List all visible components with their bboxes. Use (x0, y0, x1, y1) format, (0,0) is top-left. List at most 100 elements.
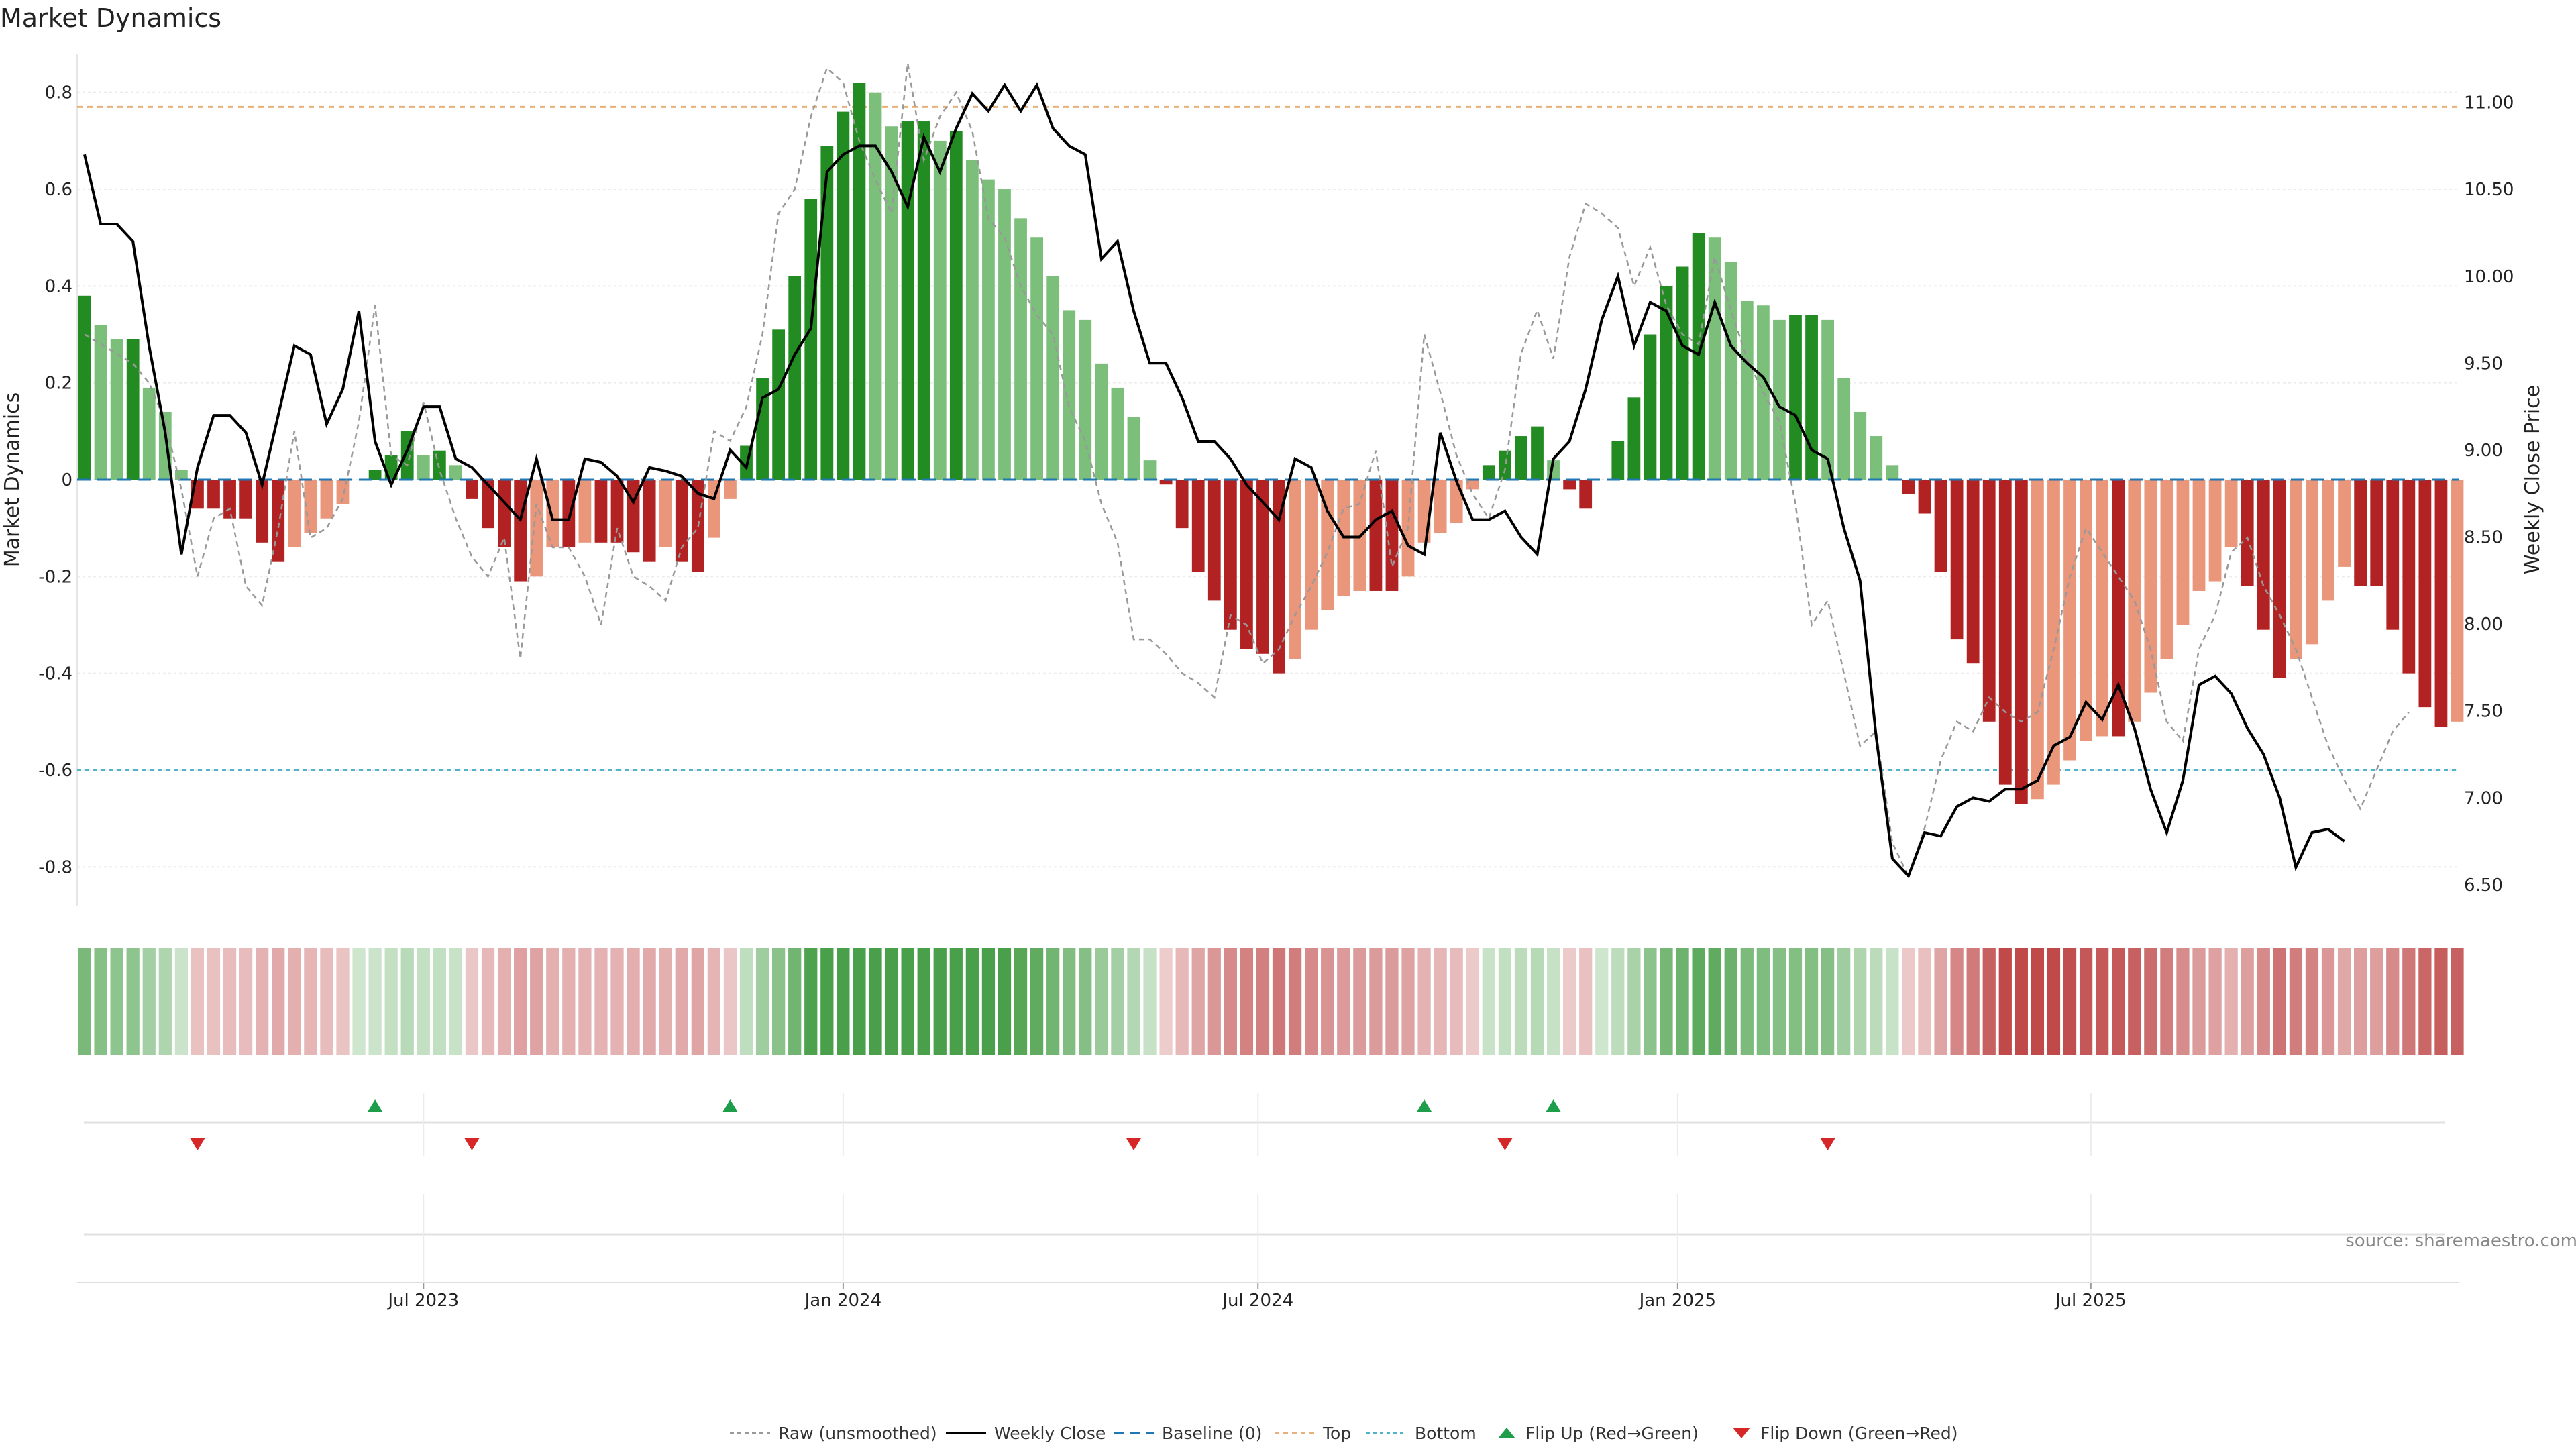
market-dynamics-bar (1450, 480, 1463, 523)
heat-cell (158, 948, 172, 1055)
market-dynamics-bar (368, 470, 382, 480)
market-dynamics-bar (1321, 480, 1334, 610)
heat-cell (1288, 948, 1302, 1055)
market-dynamics-bar (643, 480, 656, 562)
market-dynamics-bar (2047, 480, 2060, 785)
heat-cell (2321, 948, 2335, 1055)
source-label: source: sharemaestro.com (2345, 1231, 2576, 1251)
market-dynamics-bar (933, 140, 947, 480)
heat-cell (1466, 948, 1479, 1055)
right-tick-label: 6.50 (2464, 875, 2503, 896)
heat-cell (2128, 948, 2141, 1055)
heat-cell (1546, 948, 1560, 1055)
heat-cell (1514, 948, 1528, 1055)
heat-cell (239, 948, 253, 1055)
heat-cell (546, 948, 559, 1055)
left-tick-label: -0.4 (38, 664, 72, 684)
left-tick-label: -0.8 (38, 857, 72, 877)
market-dynamics-bar (820, 146, 834, 480)
heat-cell (1870, 948, 1883, 1055)
heat-cell (2192, 948, 2206, 1055)
market-dynamics-bar (1854, 411, 1867, 480)
heat-cell (594, 948, 608, 1055)
market-dynamics-bar (1708, 237, 1721, 480)
market-dynamics-bar (724, 480, 737, 499)
heat-cell (368, 948, 382, 1055)
market-dynamics-bar (1998, 480, 2012, 785)
flip-events-panel (84, 1093, 2445, 1156)
market-dynamics-bar (288, 480, 301, 548)
legend-label: Baseline (0) (1162, 1424, 1262, 1443)
heat-cell (1014, 948, 1028, 1055)
heat-cell (1127, 948, 1140, 1055)
heat-cell (1934, 948, 1947, 1055)
right-tick-label: 9.50 (2464, 354, 2503, 374)
heat-cell (191, 948, 205, 1055)
heat-cell (707, 948, 721, 1055)
heat-cell (1627, 948, 1641, 1055)
right-tick-label: 8.00 (2464, 614, 2503, 635)
market-dynamics-bar (2402, 480, 2416, 674)
heat-cell (1756, 948, 1770, 1055)
market-dynamics-bar (2192, 480, 2206, 591)
heat-cell (933, 948, 947, 1055)
market-dynamics-bar (1111, 387, 1124, 480)
right-axis-label: Weekly Close Price (2521, 385, 2544, 574)
x-tick-label: Jan 2025 (1638, 1291, 1717, 1311)
legend-flip-up-symbol (1498, 1428, 1515, 1438)
market-dynamics-bar (1143, 460, 1157, 480)
market-dynamics-bar (1289, 480, 1301, 659)
heat-cell (1611, 948, 1625, 1055)
market-dynamics-bar (1305, 480, 1318, 630)
heat-cell (1966, 948, 1980, 1055)
heat-cell (2370, 948, 2383, 1055)
heat-cell (2079, 948, 2093, 1055)
heat-cell (965, 948, 979, 1055)
heat-cell (1854, 948, 1867, 1055)
heat-cell (1063, 948, 1076, 1055)
market-dynamics-bar (1030, 237, 1043, 480)
market-dynamics-bar (94, 325, 107, 480)
flip-up-marker (1417, 1099, 1432, 1112)
heat-cell (2434, 948, 2448, 1055)
market-dynamics-bar (2176, 480, 2190, 625)
market-dynamics-bar (466, 480, 478, 499)
market-dynamics-bar (869, 92, 882, 480)
heat-cell (1143, 948, 1157, 1055)
left-axis-label: Market Dynamics (1, 392, 24, 568)
heat-cell (869, 948, 882, 1055)
market-dynamics-bar (239, 480, 252, 519)
heat-cell (78, 948, 91, 1055)
heat-cell (1305, 948, 1318, 1055)
x-tick-label: Jul 2024 (1221, 1291, 1293, 1311)
market-dynamics-bar (1224, 480, 1237, 630)
heat-cell (627, 948, 640, 1055)
market-dynamics-bar (449, 465, 462, 480)
heat-cell (2337, 948, 2351, 1055)
heat-cell (1030, 948, 1044, 1055)
market-dynamics-bar (2451, 480, 2464, 722)
market-dynamics-bar (1676, 266, 1689, 480)
heat-cell (256, 948, 269, 1055)
market-dynamics-bar (1692, 232, 1705, 480)
market-dynamics-bar (2370, 480, 2383, 586)
market-dynamics-bar (174, 470, 188, 480)
market-dynamics-bar (1918, 480, 1931, 514)
market-dynamics-bar (2257, 480, 2270, 630)
heat-cell (2015, 948, 2028, 1055)
market-dynamics-bar (530, 480, 543, 577)
market-dynamics-bar (2096, 480, 2109, 737)
heat-cell (1530, 948, 1544, 1055)
heat-cell (320, 948, 333, 1055)
heat-cell (1579, 948, 1593, 1055)
heat-cell (755, 948, 769, 1055)
market-dynamics-bar (594, 480, 608, 543)
market-dynamics-bar (304, 480, 317, 533)
heat-cell (2418, 948, 2432, 1055)
heat-cell (1272, 948, 1286, 1055)
legend-label: Top (1322, 1424, 1351, 1443)
market-dynamics-bar (788, 276, 802, 480)
market-dynamics-bar (2144, 480, 2157, 693)
market-dynamics-bar (1079, 319, 1092, 480)
market-dynamics-bar (1627, 397, 1641, 480)
